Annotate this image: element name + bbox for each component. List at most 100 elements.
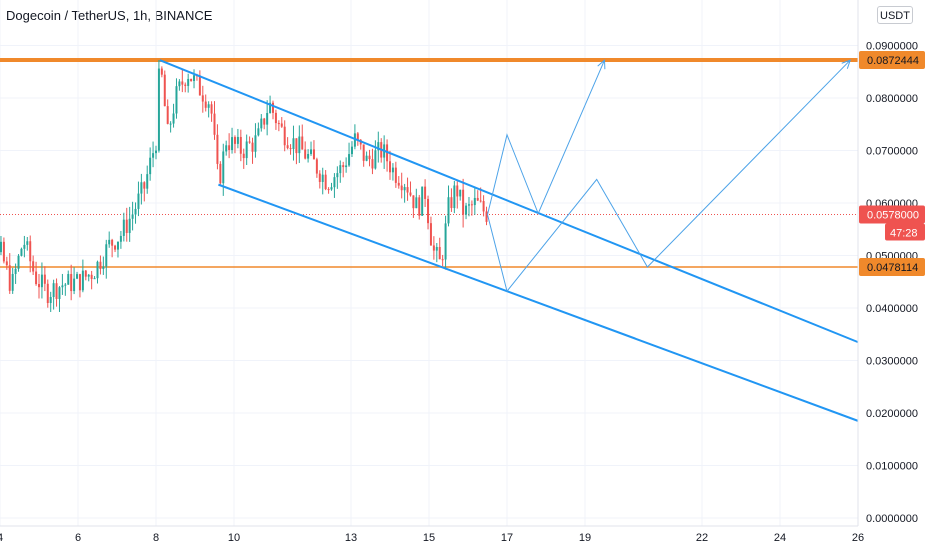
- candle-body: [257, 128, 260, 136]
- price-axis: 0.09000000.08000000.07000000.06000000.05…: [866, 41, 918, 526]
- candle-body: [38, 284, 40, 288]
- candle-body: [14, 268, 17, 274]
- candle-body: [409, 192, 412, 196]
- candle-body: [231, 137, 234, 151]
- time-tick-label: 8: [153, 532, 159, 544]
- candle-body: [169, 123, 172, 125]
- candle-body: [143, 182, 146, 189]
- arrowhead-icon: [597, 59, 606, 70]
- candle-body: [216, 134, 219, 164]
- candle-body: [172, 113, 175, 124]
- currency-selector-button[interactable]: USDT: [877, 6, 913, 24]
- candle-body: [125, 219, 128, 233]
- candle-body: [23, 244, 26, 249]
- candle-body: [122, 219, 125, 236]
- time-tick-label: 19: [579, 532, 591, 544]
- candle-body: [84, 270, 87, 277]
- candle-body: [435, 246, 438, 251]
- candle-body: [190, 78, 193, 82]
- candle-body: [327, 189, 330, 191]
- candle-body: [421, 186, 424, 216]
- candle-body: [137, 193, 140, 209]
- current-price-badge-bg: [859, 205, 925, 224]
- candle-body: [99, 261, 102, 270]
- candle-body: [482, 201, 485, 212]
- time-tick-label: 10: [228, 532, 240, 544]
- candle-body: [43, 274, 46, 284]
- candle-body: [102, 266, 105, 270]
- projection-path-2: [487, 59, 851, 293]
- candle-body: [207, 104, 210, 108]
- candle-body: [415, 197, 418, 209]
- candle-body: [473, 197, 476, 206]
- candle-body: [345, 165, 348, 168]
- candle-body: [348, 154, 351, 166]
- candle-body: [32, 261, 35, 272]
- price-badges: 0.0872444 0.0478114 0.0578000 47:28: [859, 50, 925, 276]
- candle-body: [277, 123, 280, 125]
- candle-body: [219, 163, 222, 184]
- price-tick-label: 0.0900000: [866, 41, 918, 53]
- candle-body: [149, 157, 152, 175]
- candle-body: [166, 106, 169, 124]
- candle-body: [333, 177, 336, 188]
- candle-body: [312, 149, 315, 160]
- price-tick-label: 0.0000000: [866, 513, 918, 525]
- candle-body: [467, 204, 470, 206]
- candle-body: [225, 145, 228, 152]
- candle-body: [228, 145, 231, 151]
- candle-body: [403, 187, 406, 191]
- candle-body: [412, 195, 415, 209]
- candle-body: [324, 174, 327, 190]
- candle-body: [286, 145, 289, 149]
- candle-body: [260, 118, 263, 129]
- candle-body: [298, 136, 301, 154]
- time-tick-label: 24: [774, 532, 786, 544]
- candle-body: [394, 167, 397, 183]
- candle-body: [213, 113, 216, 135]
- candle-body: [295, 138, 298, 154]
- candle-body: [187, 78, 190, 86]
- candle-body: [377, 142, 380, 151]
- candle-body: [280, 123, 283, 127]
- candle-body: [181, 81, 184, 85]
- candle-body: [456, 185, 459, 197]
- candle-body: [438, 246, 441, 260]
- candle-body: [336, 173, 339, 178]
- candle-body: [81, 270, 84, 291]
- candle-body: [245, 141, 248, 159]
- candle-body: [444, 223, 447, 260]
- candle-body: [157, 68, 160, 151]
- resistance-price-badge: 0.0872444: [867, 55, 919, 67]
- candle-body: [447, 197, 450, 224]
- candle-body: [46, 283, 49, 304]
- candle-body: [111, 239, 114, 246]
- time-tick-label: 17: [501, 532, 513, 544]
- channel-line-lower: [218, 183, 859, 422]
- candle-body: [2, 241, 5, 262]
- candle-body: [105, 244, 108, 267]
- candle-body: [116, 241, 119, 250]
- candle-body: [400, 185, 403, 191]
- candle-body: [55, 283, 58, 299]
- candle-body: [175, 86, 178, 114]
- candle-body: [108, 239, 111, 245]
- candle-body: [11, 273, 14, 291]
- candle-body: [198, 75, 201, 96]
- candle-body: [365, 155, 368, 161]
- candle-body: [96, 261, 99, 279]
- candle-body: [163, 74, 166, 107]
- candle-body: [134, 208, 137, 215]
- candle-body: [441, 259, 444, 261]
- price-tick-label: 0.0200000: [866, 408, 918, 420]
- candle-body: [470, 204, 473, 206]
- price-tick-label: 0.0700000: [866, 146, 918, 158]
- candle-body: [119, 235, 122, 242]
- candle-body: [330, 187, 333, 190]
- price-tick-label: 0.0100000: [866, 461, 918, 473]
- time-tick-label: 6: [75, 532, 81, 544]
- candle-body: [424, 186, 427, 199]
- price-tick-label: 0.0800000: [866, 93, 918, 105]
- price-tick-label: 0.0400000: [866, 303, 918, 315]
